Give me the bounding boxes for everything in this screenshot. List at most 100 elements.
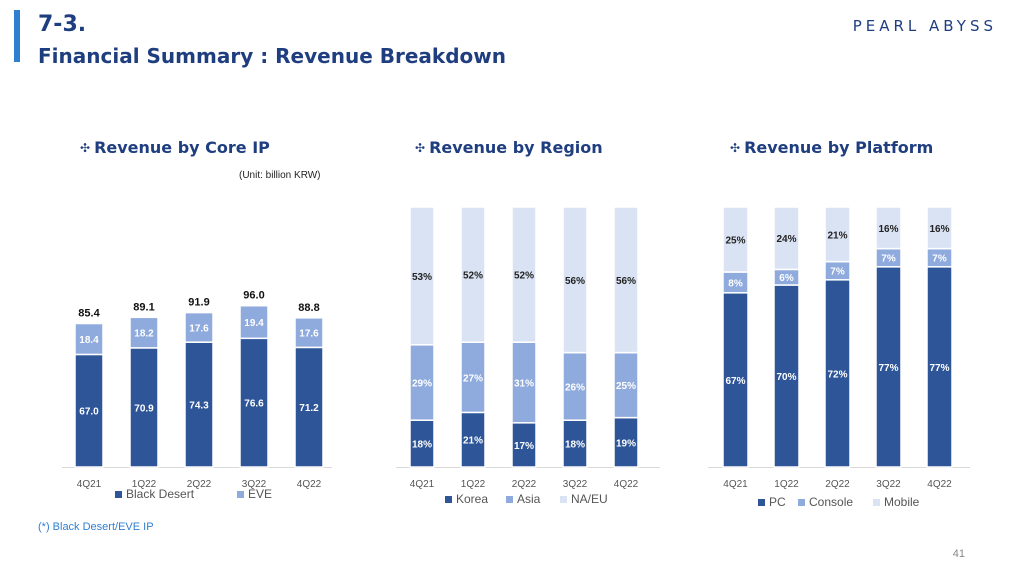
chart2-legend-swatch-pc — [758, 499, 765, 506]
chart0-legend-label-blackdesert: Black Desert — [126, 487, 195, 501]
chart2-bar-mobile-1Q22 — [773, 206, 800, 271]
chart0-bar-blackdesert-1Q22 — [129, 347, 159, 468]
chart0-total-label-1Q22: 89.1 — [133, 301, 154, 313]
chart0-bar-eve-3Q22 — [239, 304, 269, 340]
chart1-data-label-naeu-2Q22: 52% — [514, 271, 534, 282]
chart1-bar-korea-1Q22 — [460, 411, 486, 468]
chart1-bar-asia-4Q22 — [613, 351, 639, 419]
chart0-x-tick-4Q21: 4Q21 — [77, 479, 102, 490]
chart2-data-label-pc-1Q22: 70% — [776, 372, 796, 383]
chart1-x-tick-4Q22: 4Q22 — [614, 479, 639, 490]
chart2-data-label-pc-2Q22: 72% — [827, 369, 847, 380]
chart1-bar-korea-4Q22 — [613, 416, 639, 468]
core-ip-chart-title-text: Revenue by Core IP — [94, 138, 270, 157]
chart2-x-tick-2Q22: 2Q22 — [825, 479, 850, 490]
chart1-data-label-korea-1Q22: 21% — [463, 436, 483, 447]
chart2-data-label-pc-4Q21: 67% — [725, 376, 745, 387]
chart2-legend-label-pc: PC — [769, 495, 786, 509]
chart1-data-label-korea-4Q21: 18% — [412, 440, 432, 451]
chart2-bar-pc-4Q21 — [722, 292, 749, 468]
chart2-x-tick-3Q22: 3Q22 — [876, 479, 901, 490]
region-chart-title: ✣ Revenue by Region — [415, 138, 603, 157]
chart0-total-label-2Q22: 91.9 — [188, 297, 209, 309]
chart1-x-tick-3Q22: 3Q22 — [563, 479, 588, 490]
chart2-data-label-console-4Q21: 8% — [728, 278, 743, 289]
diamond-bullet-icon: ✣ — [415, 140, 426, 155]
diamond-bullet-icon: ✣ — [730, 140, 741, 155]
chart0-x-tick-3Q22: 3Q22 — [242, 479, 267, 490]
page-number: 41 — [952, 548, 965, 560]
chart2-data-label-pc-3Q22: 77% — [878, 363, 898, 374]
chart1-x-tick-1Q22: 1Q22 — [461, 479, 486, 490]
chart0-bar-blackdesert-2Q22 — [184, 341, 214, 468]
chart1-data-label-korea-2Q22: 17% — [514, 441, 534, 452]
chart0-x-tick-4Q22: 4Q22 — [297, 479, 322, 490]
chart2-data-label-console-2Q22: 7% — [830, 267, 845, 278]
chart1-bar-naeu-2Q22 — [511, 206, 537, 343]
chart1-data-label-asia-2Q22: 31% — [514, 379, 534, 390]
chart0-data-label-eve-4Q21: 18.4 — [79, 335, 99, 346]
chart1-x-tick-4Q21: 4Q21 — [410, 479, 435, 490]
region-chart-title-text: Revenue by Region — [429, 138, 603, 157]
chart1-legend-label-asia: Asia — [517, 492, 541, 506]
chart2-data-label-console-1Q22: 6% — [779, 273, 794, 284]
chart0-bar-eve-2Q22 — [184, 311, 214, 343]
chart0-data-label-blackdesert-3Q22: 76.6 — [244, 399, 264, 410]
chart0-bar-eve-4Q22 — [294, 317, 324, 349]
chart2-bar-pc-4Q22 — [926, 266, 953, 468]
chart0-x-tick-2Q22: 2Q22 — [187, 479, 212, 490]
chart0-legend-label-eve: EVE — [248, 487, 272, 501]
chart2-bar-mobile-3Q22 — [875, 206, 902, 250]
chart0-x-tick-1Q22: 1Q22 — [132, 479, 157, 490]
chart1-data-label-asia-4Q21: 29% — [412, 379, 432, 390]
chart1-data-label-naeu-3Q22: 56% — [565, 276, 585, 287]
chart0-total-label-3Q22: 96.0 — [243, 290, 264, 302]
chart2-x-tick-4Q21: 4Q21 — [723, 479, 748, 490]
chart1-bar-naeu-1Q22 — [460, 206, 486, 343]
chart1-bar-korea-4Q21 — [409, 419, 435, 468]
platform-chart-title: ✣ Revenue by Platform — [730, 138, 933, 157]
chart1-legend-label-naeu: NA/EU — [571, 492, 608, 506]
diamond-bullet-icon: ✣ — [80, 140, 91, 155]
chart2-bar-pc-2Q22 — [824, 279, 851, 468]
chart0-bar-blackdesert-4Q22 — [294, 346, 324, 468]
chart2-bar-mobile-4Q22 — [926, 206, 953, 250]
chart0-data-label-blackdesert-4Q22: 71.2 — [299, 403, 319, 414]
chart1-bar-asia-3Q22 — [562, 351, 588, 421]
chart2-x-tick-1Q22: 1Q22 — [774, 479, 799, 490]
chart2-data-label-mobile-2Q22: 21% — [827, 230, 847, 241]
chart1-bar-naeu-4Q22 — [613, 206, 639, 354]
chart1-legend-swatch-korea — [445, 496, 452, 503]
chart2-data-label-console-4Q22: 7% — [932, 254, 947, 265]
chart2-x-tick-4Q22: 4Q22 — [927, 479, 952, 490]
chart2-data-label-pc-4Q22: 77% — [929, 363, 949, 374]
chart0-total-label-4Q22: 88.8 — [298, 302, 319, 314]
chart1-data-label-asia-4Q22: 25% — [616, 381, 636, 392]
chart2-legend-label-console: Console — [809, 495, 853, 509]
page-title: Financial Summary : Revenue Breakdown — [38, 44, 506, 68]
chart2-legend-swatch-console — [798, 499, 805, 506]
chart2-bar-mobile-2Q22 — [824, 206, 851, 263]
chart1-bar-naeu-3Q22 — [562, 206, 588, 354]
title-accent-bar — [14, 10, 20, 62]
chart0-bar-blackdesert-4Q21 — [74, 353, 104, 468]
chart2-data-label-mobile-1Q22: 24% — [776, 234, 796, 245]
chart1-data-label-naeu-1Q22: 52% — [463, 271, 483, 282]
chart0-data-label-blackdesert-1Q22: 70.9 — [134, 403, 154, 414]
chart1-bar-korea-3Q22 — [562, 419, 588, 468]
footnote: (*) Black Desert/EVE IP — [38, 521, 154, 533]
chart2-data-label-console-3Q22: 7% — [881, 254, 896, 265]
chart1-data-label-korea-3Q22: 18% — [565, 440, 585, 451]
chart1-x-tick-2Q22: 2Q22 — [512, 479, 537, 490]
chart1-legend-swatch-asia — [506, 496, 513, 503]
chart0-data-label-eve-1Q22: 18.2 — [134, 329, 154, 340]
chart1-bar-naeu-4Q21 — [409, 206, 435, 346]
chart1-data-label-asia-1Q22: 27% — [463, 373, 483, 384]
chart0-data-label-eve-2Q22: 17.6 — [189, 323, 209, 334]
chart2-legend-label-mobile: Mobile — [884, 495, 920, 509]
chart0-legend-swatch-eve — [237, 491, 244, 498]
chart0-bar-eve-4Q21 — [74, 322, 104, 356]
chart1-legend-label-korea: Korea — [456, 492, 488, 506]
unit-note: (Unit: billion KRW) — [239, 170, 321, 181]
